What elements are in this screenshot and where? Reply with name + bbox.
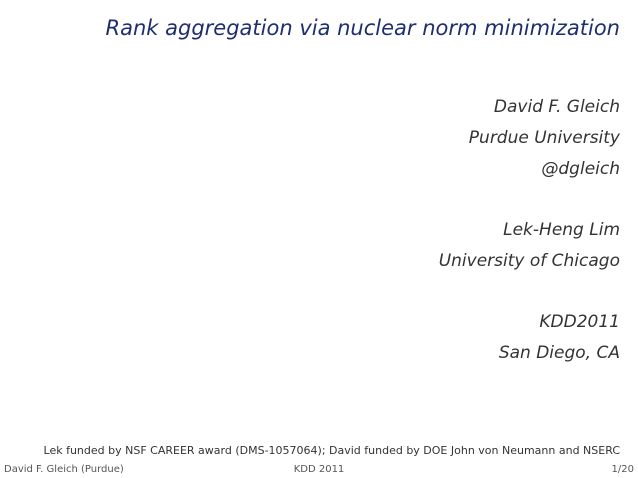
- line: Lek-Heng Lim: [503, 220, 620, 240]
- venue-block: KDD2011 San Diego, CA: [499, 307, 620, 369]
- author-block: Lek-Heng Lim University of Chicago: [439, 215, 620, 277]
- line: KDD2011: [539, 312, 620, 332]
- line: @dgleich: [541, 159, 620, 179]
- footer-left: David F. Gleich (Purdue): [4, 464, 124, 475]
- line: San Diego, CA: [498, 343, 620, 363]
- line: David F. Gleich: [493, 97, 620, 117]
- footer-right: 1/20: [611, 464, 634, 475]
- author-block: David F. Gleich Purdue University @dglei…: [469, 92, 620, 185]
- line: Purdue University: [468, 128, 620, 148]
- line: University of Chicago: [438, 251, 620, 271]
- funding: Lek funded by NSF CAREER award (DMS-1057…: [43, 444, 620, 457]
- title: Rank aggregation via nuclear norm minimi…: [105, 16, 620, 40]
- footer-center: KDD 2011: [293, 464, 345, 475]
